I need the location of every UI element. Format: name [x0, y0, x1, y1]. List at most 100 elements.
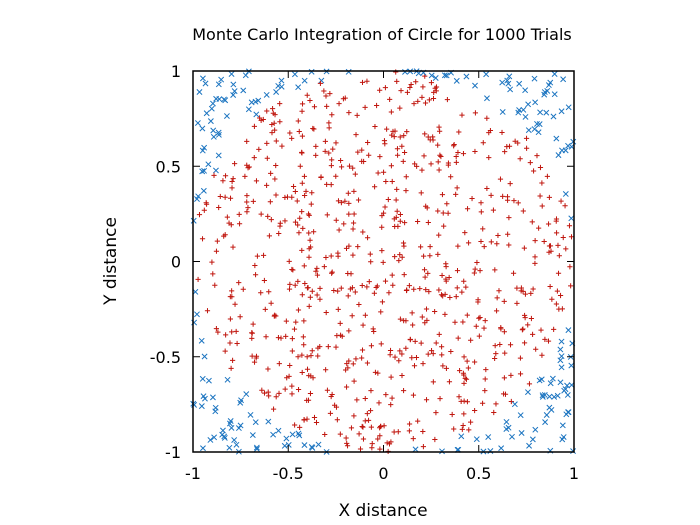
point-inside-circle: [268, 300, 274, 306]
point-inside-circle: [353, 132, 359, 138]
point-inside-circle: [458, 398, 464, 405]
point-inside-circle: [455, 335, 461, 341]
point-inside-circle: [266, 393, 272, 399]
point-inside-circle: [394, 186, 400, 192]
point-outside-circle: [558, 364, 565, 371]
point-inside-circle: [311, 229, 317, 235]
point-inside-circle: [444, 96, 450, 103]
point-inside-circle: [313, 143, 319, 149]
point-outside-circle: [205, 161, 212, 168]
point-inside-circle: [377, 446, 383, 452]
point-inside-circle: [480, 226, 486, 232]
point-inside-circle: [362, 312, 368, 318]
y-tick-label: 0: [171, 253, 181, 272]
point-inside-circle: [497, 176, 504, 182]
point-inside-circle: [385, 196, 391, 203]
point-inside-circle: [453, 294, 459, 300]
point-inside-circle: [501, 375, 507, 381]
point-inside-circle: [286, 258, 292, 264]
point-outside-circle: [253, 445, 260, 452]
point-inside-circle: [264, 155, 270, 161]
point-inside-circle: [232, 301, 238, 307]
point-inside-circle: [492, 343, 498, 349]
point-inside-circle: [313, 268, 319, 274]
point-inside-circle: [336, 101, 342, 107]
point-inside-circle: [454, 267, 461, 274]
point-inside-circle: [355, 244, 361, 250]
point-outside-circle: [557, 346, 564, 353]
point-inside-circle: [296, 128, 302, 135]
point-inside-circle: [451, 141, 457, 148]
point-inside-circle: [307, 237, 313, 243]
point-inside-circle: [365, 139, 371, 146]
point-outside-circle: [472, 82, 478, 89]
point-outside-circle: [546, 393, 553, 400]
point-inside-circle: [371, 328, 377, 335]
point-inside-circle: [431, 89, 437, 96]
point-inside-circle: [366, 152, 372, 158]
point-inside-circle: [401, 149, 408, 156]
point-inside-circle: [360, 436, 367, 442]
point-inside-circle: [378, 423, 384, 429]
point-inside-circle: [406, 421, 413, 427]
point-inside-circle: [444, 201, 450, 207]
point-inside-circle: [475, 299, 481, 305]
point-inside-circle: [272, 176, 278, 182]
point-inside-circle: [478, 200, 484, 206]
point-inside-circle: [273, 192, 279, 198]
point-inside-circle: [558, 198, 564, 204]
point-inside-circle: [433, 340, 439, 346]
point-outside-circle: [551, 71, 558, 77]
point-inside-circle: [438, 292, 445, 298]
point-inside-circle: [537, 164, 544, 171]
point-inside-circle: [488, 239, 494, 245]
point-outside-circle: [565, 104, 572, 111]
point-inside-circle: [418, 340, 424, 346]
point-inside-circle: [258, 290, 264, 296]
point-inside-circle: [328, 393, 334, 400]
point-inside-circle: [283, 318, 289, 324]
point-inside-circle: [426, 97, 432, 103]
point-inside-circle: [452, 319, 458, 325]
point-outside-circle: [226, 444, 233, 451]
point-inside-circle: [277, 220, 283, 226]
point-inside-circle: [563, 246, 569, 252]
point-inside-circle: [529, 219, 535, 225]
point-inside-circle: [211, 172, 217, 178]
point-inside-circle: [532, 254, 538, 260]
point-inside-circle: [323, 254, 329, 261]
point-inside-circle: [304, 366, 311, 372]
point-inside-circle: [407, 337, 413, 343]
point-inside-circle: [379, 247, 385, 254]
point-outside-circle: [216, 96, 223, 103]
point-outside-circle: [230, 81, 237, 88]
point-inside-circle: [253, 178, 260, 184]
point-inside-circle: [362, 395, 368, 402]
point-inside-circle: [432, 436, 438, 443]
point-inside-circle: [536, 225, 542, 231]
point-inside-circle: [399, 254, 405, 260]
point-inside-circle: [430, 134, 436, 140]
point-inside-circle: [289, 135, 295, 141]
point-outside-circle: [498, 445, 505, 452]
point-outside-circle: [245, 106, 252, 113]
point-inside-circle: [229, 288, 235, 294]
point-inside-circle: [326, 120, 332, 126]
point-outside-circle: [291, 71, 298, 78]
point-inside-circle: [493, 401, 499, 407]
point-inside-circle: [283, 333, 289, 339]
point-inside-circle: [476, 333, 482, 339]
point-inside-circle: [294, 198, 300, 204]
point-inside-circle: [387, 347, 394, 354]
point-inside-circle: [392, 354, 398, 360]
point-inside-circle: [436, 331, 442, 338]
point-inside-circle: [520, 208, 526, 214]
point-inside-circle: [441, 223, 447, 229]
point-inside-circle: [486, 130, 492, 136]
point-inside-circle: [433, 88, 439, 94]
point-inside-circle: [348, 271, 354, 277]
point-inside-circle: [432, 308, 438, 315]
point-inside-circle: [382, 204, 388, 210]
point-inside-circle: [276, 230, 282, 237]
point-outside-circle: [487, 448, 494, 454]
